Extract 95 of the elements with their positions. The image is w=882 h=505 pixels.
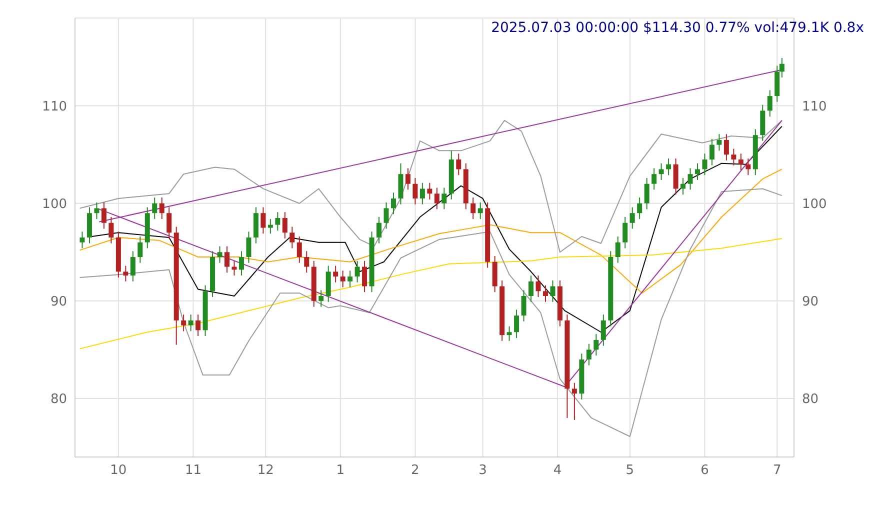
x-tick-label: 1	[336, 463, 345, 478]
candlestick	[688, 168, 693, 190]
line-series	[79, 188, 782, 438]
candlestick	[528, 275, 534, 302]
candlestick	[738, 153, 744, 171]
candlestick	[600, 314, 606, 346]
x-tick-label: 11	[184, 463, 202, 478]
candlestick	[694, 162, 700, 180]
candlestick	[652, 168, 657, 190]
candlestick	[779, 58, 784, 78]
candlestick	[217, 246, 222, 264]
candlestick	[586, 343, 592, 366]
y2-tick-label: 90	[802, 294, 819, 310]
candlestick	[716, 134, 722, 152]
x-tick-label: 6	[700, 463, 709, 478]
line-series	[79, 120, 782, 253]
candlestick	[724, 134, 729, 161]
candlestick	[275, 212, 280, 232]
candlestick	[412, 177, 418, 205]
candlestick	[318, 290, 324, 308]
candlestick	[290, 226, 295, 249]
candlestick	[166, 206, 172, 239]
candlestick	[521, 290, 526, 322]
candlestick	[224, 246, 230, 274]
candlestick	[434, 187, 440, 210]
candlestick	[405, 168, 410, 190]
candlestick	[362, 260, 368, 293]
line-series	[79, 238, 782, 350]
candlestick	[630, 206, 635, 230]
candlestick	[138, 236, 143, 264]
candlestick	[456, 153, 462, 176]
candlestick	[536, 275, 541, 298]
candlestick	[666, 158, 672, 176]
candlestick	[731, 148, 736, 166]
y-tick-label: 110	[42, 99, 67, 114]
candlestick	[550, 280, 556, 302]
candlestick	[478, 202, 483, 220]
x-tick-label: 4	[553, 463, 562, 478]
candlestick	[644, 177, 650, 210]
candlestick	[260, 206, 266, 234]
y-tick-label: 80	[50, 392, 67, 408]
candlestick	[637, 197, 642, 220]
candlestick	[680, 177, 686, 196]
candlestick	[390, 192, 396, 215]
candlestick	[427, 182, 432, 200]
candlestick	[152, 197, 158, 220]
y-tick-label: 90	[50, 294, 67, 310]
candlestick	[506, 326, 512, 342]
candlestick	[594, 334, 599, 356]
candlestick	[181, 314, 186, 332]
candlestick	[196, 314, 201, 337]
candlestick	[101, 202, 106, 230]
candlestick	[348, 270, 353, 288]
x-tick-label: 2	[411, 463, 420, 478]
candlestick	[572, 382, 577, 420]
candlestick	[80, 231, 85, 249]
candlestick	[420, 182, 425, 205]
candlestick	[304, 250, 310, 274]
candlestick	[514, 309, 520, 338]
chart-title: 2025.07.03 00:00:00 $114.30 0.77% vol:479.1K 0.8x	[491, 20, 864, 36]
candlestick	[746, 158, 751, 176]
candlestick	[442, 187, 447, 210]
candlestick	[108, 216, 114, 244]
x-tick-label: 3	[478, 463, 487, 478]
y2-tick-label: 80	[802, 392, 819, 408]
candlestick	[246, 231, 252, 264]
candlestick	[296, 236, 302, 264]
x-tick-label: 7	[772, 463, 782, 478]
candlestick	[658, 162, 664, 180]
y2-tick-label: 100	[802, 196, 827, 212]
candlestick	[188, 314, 194, 332]
candlestick	[702, 153, 708, 176]
y2-tick-label: 110	[802, 99, 827, 114]
candlestick	[340, 270, 346, 288]
candlestick	[159, 197, 164, 220]
candlestick	[709, 138, 714, 166]
candlestick	[767, 90, 772, 118]
candlestick	[376, 216, 382, 244]
candlestick	[615, 236, 620, 264]
candlestick	[354, 260, 360, 283]
candlestick	[130, 250, 136, 282]
candlestick	[622, 216, 628, 249]
candlestick	[333, 265, 338, 283]
y-tick-label: 100	[42, 196, 67, 212]
candlestick	[282, 212, 288, 239]
x-tick-label: 5	[626, 463, 634, 478]
x-tick-label: 12	[257, 463, 274, 478]
candlestick	[123, 265, 128, 282]
candlestick	[542, 284, 548, 302]
candlestick	[238, 250, 244, 276]
candlestick	[470, 197, 476, 220]
candlestick	[94, 202, 100, 220]
x-tick-label: 10	[110, 463, 127, 478]
line-series	[79, 168, 782, 294]
candlestick	[384, 202, 389, 230]
